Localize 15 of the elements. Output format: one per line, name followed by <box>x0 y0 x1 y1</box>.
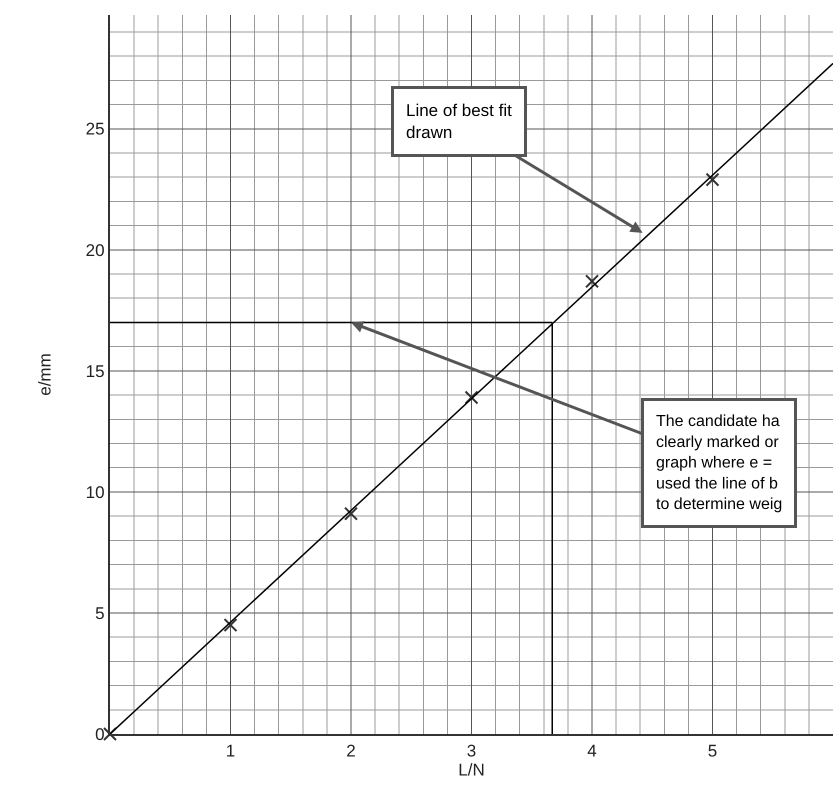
x-tick-label: 4 <box>587 741 597 760</box>
x-tick-label: 5 <box>708 741 718 760</box>
y-tick-label: 20 <box>86 240 105 260</box>
x-tick-label: 2 <box>346 741 356 760</box>
y-tick-label: 5 <box>95 604 105 623</box>
x-tick-label: 3 <box>466 741 476 760</box>
annotation: The candidate ha clearly marked or graph where e = used the line of b to determine weig <box>656 413 782 514</box>
y-tick-label: 10 <box>86 482 105 502</box>
y-tick-label: 15 <box>86 362 105 381</box>
x-tick-label: 1 <box>226 741 236 760</box>
x-axis-title: L/N <box>458 760 485 780</box>
y-axis-title: e/mm <box>36 353 55 396</box>
y-tick-label: 0 <box>95 724 105 744</box>
y-tick-label: 25 <box>86 120 105 139</box>
annotation: Line of best fit drawn <box>406 101 512 142</box>
